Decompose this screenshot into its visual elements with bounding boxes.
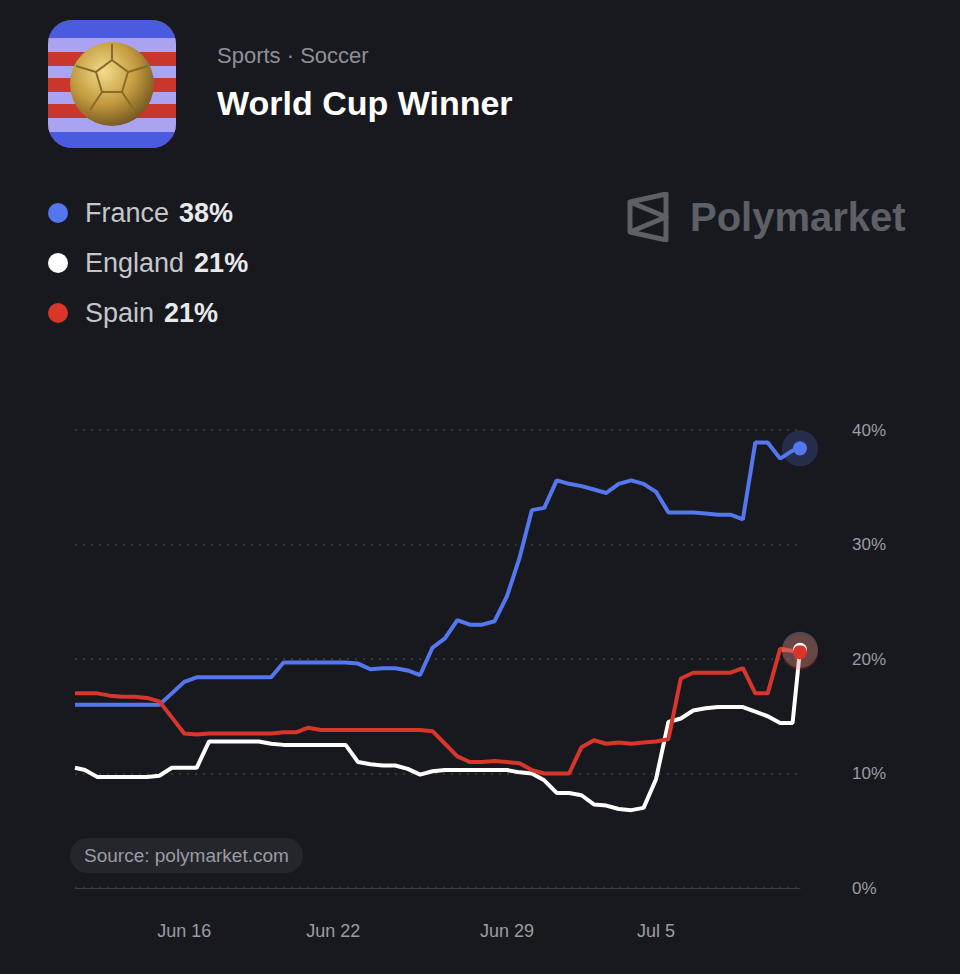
svg-text:30%: 30%	[852, 535, 886, 554]
html-text:France 38%: France 38%	[85, 197, 234, 228]
svg-text:Jun 16: Jun 16	[157, 921, 211, 941]
html-text:Polymarket: Polymarket	[690, 194, 906, 239]
svg-text:Jul 5: Jul 5	[637, 921, 675, 941]
svg-text:Jun 29: Jun 29	[480, 921, 534, 941]
html-text:Source: polymarket.com: Source: polymarket.com	[84, 845, 289, 866]
html-text:England 21%: England 21%	[85, 247, 249, 278]
html-text:Sports · Soccer: Sports · Soccer	[217, 43, 369, 68]
svg-text:Jun 22: Jun 22	[306, 921, 360, 941]
html-text:Spain 21%: Spain 21%	[85, 297, 219, 328]
html-text:World Cup Winner: World Cup Winner	[217, 84, 513, 122]
svg-text:20%: 20%	[852, 650, 886, 669]
svg-text:10%: 10%	[852, 764, 886, 783]
svg-text:0%: 0%	[852, 879, 877, 898]
svg-text:40%: 40%	[852, 421, 886, 440]
